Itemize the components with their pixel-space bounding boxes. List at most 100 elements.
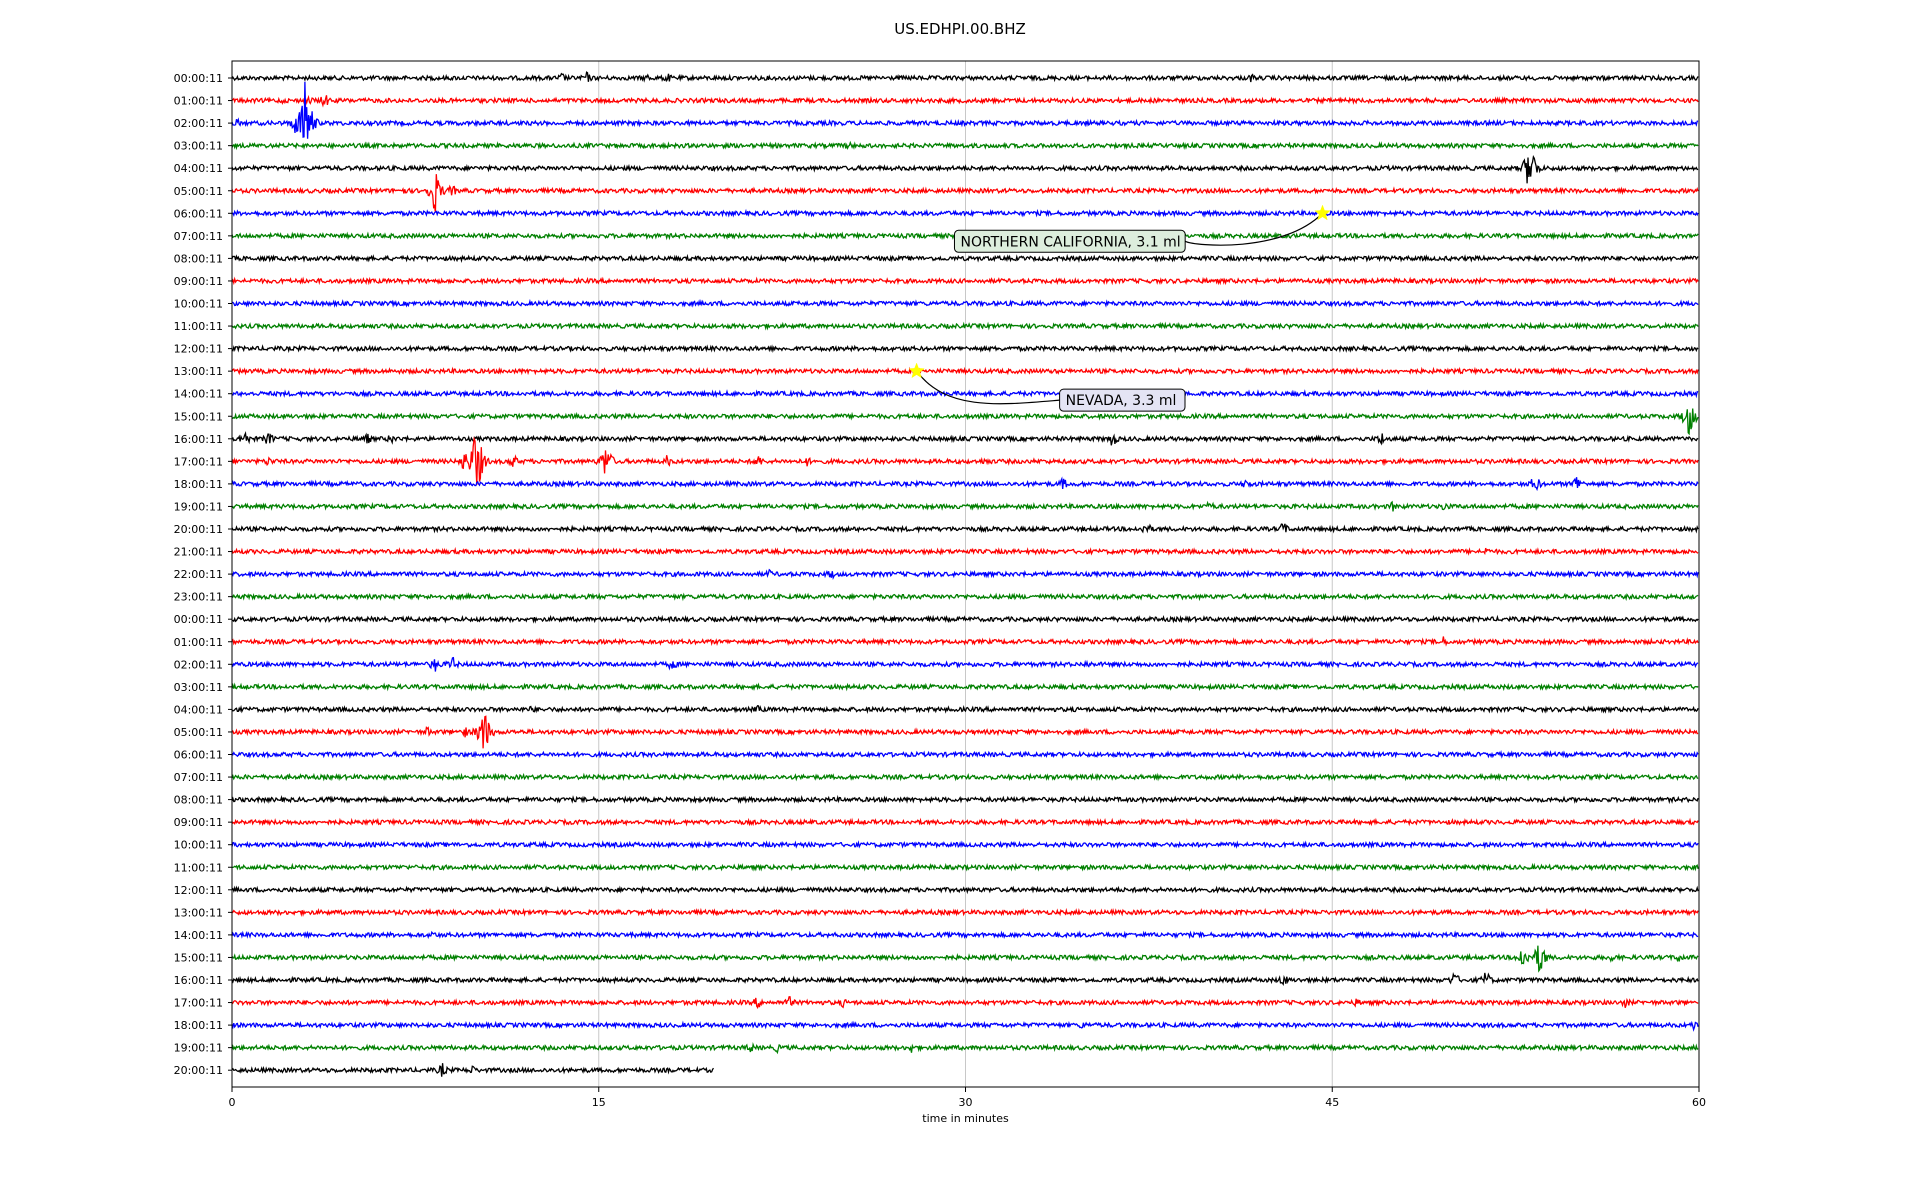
trace-row-44 xyxy=(231,1063,715,1077)
row-label-41: 17:00:11 xyxy=(174,997,223,1010)
trace-row-11 xyxy=(231,321,1699,331)
row-label-5: 05:00:11 xyxy=(174,185,223,198)
trace-row-36 xyxy=(231,885,1699,895)
row-label-34: 10:00:11 xyxy=(174,839,223,852)
trace-row-20 xyxy=(231,523,1699,534)
trace-row-17 xyxy=(231,436,1699,485)
trace-row-10 xyxy=(231,298,1699,309)
row-label-15: 15:00:11 xyxy=(174,410,223,423)
trace-row-32 xyxy=(231,794,1699,805)
trace-row-1 xyxy=(231,94,1699,108)
row-label-10: 10:00:11 xyxy=(174,298,223,311)
x-tick-label-3: 45 xyxy=(1325,1096,1339,1109)
trace-row-15 xyxy=(231,408,1699,436)
row-label-2: 02:00:11 xyxy=(174,117,223,130)
trace-row-37 xyxy=(231,907,1699,917)
trace-row-21 xyxy=(231,546,1699,557)
trace-row-40 xyxy=(231,972,1699,986)
row-label-21: 21:00:11 xyxy=(174,546,223,559)
trace-row-4 xyxy=(231,155,1699,184)
trace-row-28 xyxy=(231,704,1699,714)
annotation-arrow-0 xyxy=(1184,212,1323,246)
trace-row-34 xyxy=(231,840,1699,850)
row-label-7: 07:00:11 xyxy=(174,230,223,243)
event-star-0 xyxy=(1314,204,1331,221)
row-label-29: 05:00:11 xyxy=(174,726,223,739)
row-label-13: 13:00:11 xyxy=(174,365,223,378)
row-label-36: 12:00:11 xyxy=(174,884,223,897)
row-label-39: 15:00:11 xyxy=(174,951,223,964)
trace-row-26 xyxy=(231,656,1699,672)
trace-row-39 xyxy=(231,945,1699,973)
x-tick-label-1: 15 xyxy=(592,1096,606,1109)
row-label-32: 08:00:11 xyxy=(174,794,223,807)
trace-row-0 xyxy=(231,71,1699,83)
row-label-0: 00:00:11 xyxy=(174,72,223,85)
row-label-9: 09:00:11 xyxy=(174,275,223,288)
row-label-43: 19:00:11 xyxy=(174,1042,223,1055)
trace-row-3 xyxy=(231,140,1699,151)
row-label-14: 14:00:11 xyxy=(174,388,223,401)
row-label-6: 06:00:11 xyxy=(174,207,223,220)
row-label-23: 23:00:11 xyxy=(174,591,223,604)
row-label-19: 19:00:11 xyxy=(174,500,223,513)
trace-row-31 xyxy=(231,772,1699,782)
trace-row-43 xyxy=(231,1042,1699,1055)
row-label-37: 13:00:11 xyxy=(174,906,223,919)
trace-row-29 xyxy=(231,715,1699,749)
trace-row-13 xyxy=(231,366,1699,376)
chart-title: US.EDHPI.00.BHZ xyxy=(894,20,1026,38)
x-tick-label-0: 0 xyxy=(229,1096,236,1109)
x-tick-label-2: 30 xyxy=(959,1096,973,1109)
annotation-text-0: NORTHERN CALIFORNIA, 3.1 ml xyxy=(960,234,1180,250)
trace-row-9 xyxy=(231,276,1699,286)
row-label-12: 12:00:11 xyxy=(174,343,223,356)
trace-row-41 xyxy=(231,996,1699,1010)
row-label-33: 09:00:11 xyxy=(174,816,223,829)
row-label-3: 03:00:11 xyxy=(174,140,223,153)
trace-row-12 xyxy=(231,344,1699,354)
trace-row-18 xyxy=(231,476,1699,492)
trace-row-35 xyxy=(231,862,1699,872)
row-label-25: 01:00:11 xyxy=(174,636,223,649)
trace-row-16 xyxy=(231,431,1699,446)
row-label-44: 20:00:11 xyxy=(174,1064,223,1077)
row-label-18: 18:00:11 xyxy=(174,478,223,491)
trace-row-14 xyxy=(231,389,1699,399)
row-label-38: 14:00:11 xyxy=(174,929,223,942)
event-star-1 xyxy=(908,362,925,379)
annotation-box-0 xyxy=(953,229,1186,253)
row-label-28: 04:00:11 xyxy=(174,703,223,716)
row-label-40: 16:00:11 xyxy=(174,974,223,987)
trace-row-2 xyxy=(231,81,1699,139)
row-label-20: 20:00:11 xyxy=(174,523,223,536)
annotation-text-1: NEVADA, 3.3 ml xyxy=(1066,393,1177,409)
annotation-box-1 xyxy=(1059,388,1186,412)
trace-row-27 xyxy=(231,682,1699,692)
row-label-24: 00:00:11 xyxy=(174,613,223,626)
trace-row-8 xyxy=(231,253,1699,264)
row-label-35: 11:00:11 xyxy=(174,861,223,874)
x-tick-label-4: 60 xyxy=(1692,1096,1706,1109)
row-label-17: 17:00:11 xyxy=(174,455,223,468)
row-label-27: 03:00:11 xyxy=(174,681,223,694)
trace-row-6 xyxy=(231,208,1699,218)
trace-row-42 xyxy=(231,1020,1699,1032)
row-label-16: 16:00:11 xyxy=(174,433,223,446)
trace-row-33 xyxy=(231,817,1699,827)
x-axis-label: time in minutes xyxy=(922,1112,1009,1125)
row-label-4: 04:00:11 xyxy=(174,162,223,175)
trace-row-5 xyxy=(231,174,1699,213)
annotation-arrow-1 xyxy=(916,370,1060,405)
row-label-1: 01:00:11 xyxy=(174,95,223,108)
row-label-22: 22:00:11 xyxy=(174,568,223,581)
trace-row-22 xyxy=(231,568,1699,580)
row-label-8: 08:00:11 xyxy=(174,252,223,265)
row-label-26: 02:00:11 xyxy=(174,658,223,671)
trace-row-19 xyxy=(231,500,1699,512)
row-label-42: 18:00:11 xyxy=(174,1019,223,1032)
trace-row-23 xyxy=(231,592,1699,602)
row-label-11: 11:00:11 xyxy=(174,320,223,333)
row-label-31: 07:00:11 xyxy=(174,771,223,784)
